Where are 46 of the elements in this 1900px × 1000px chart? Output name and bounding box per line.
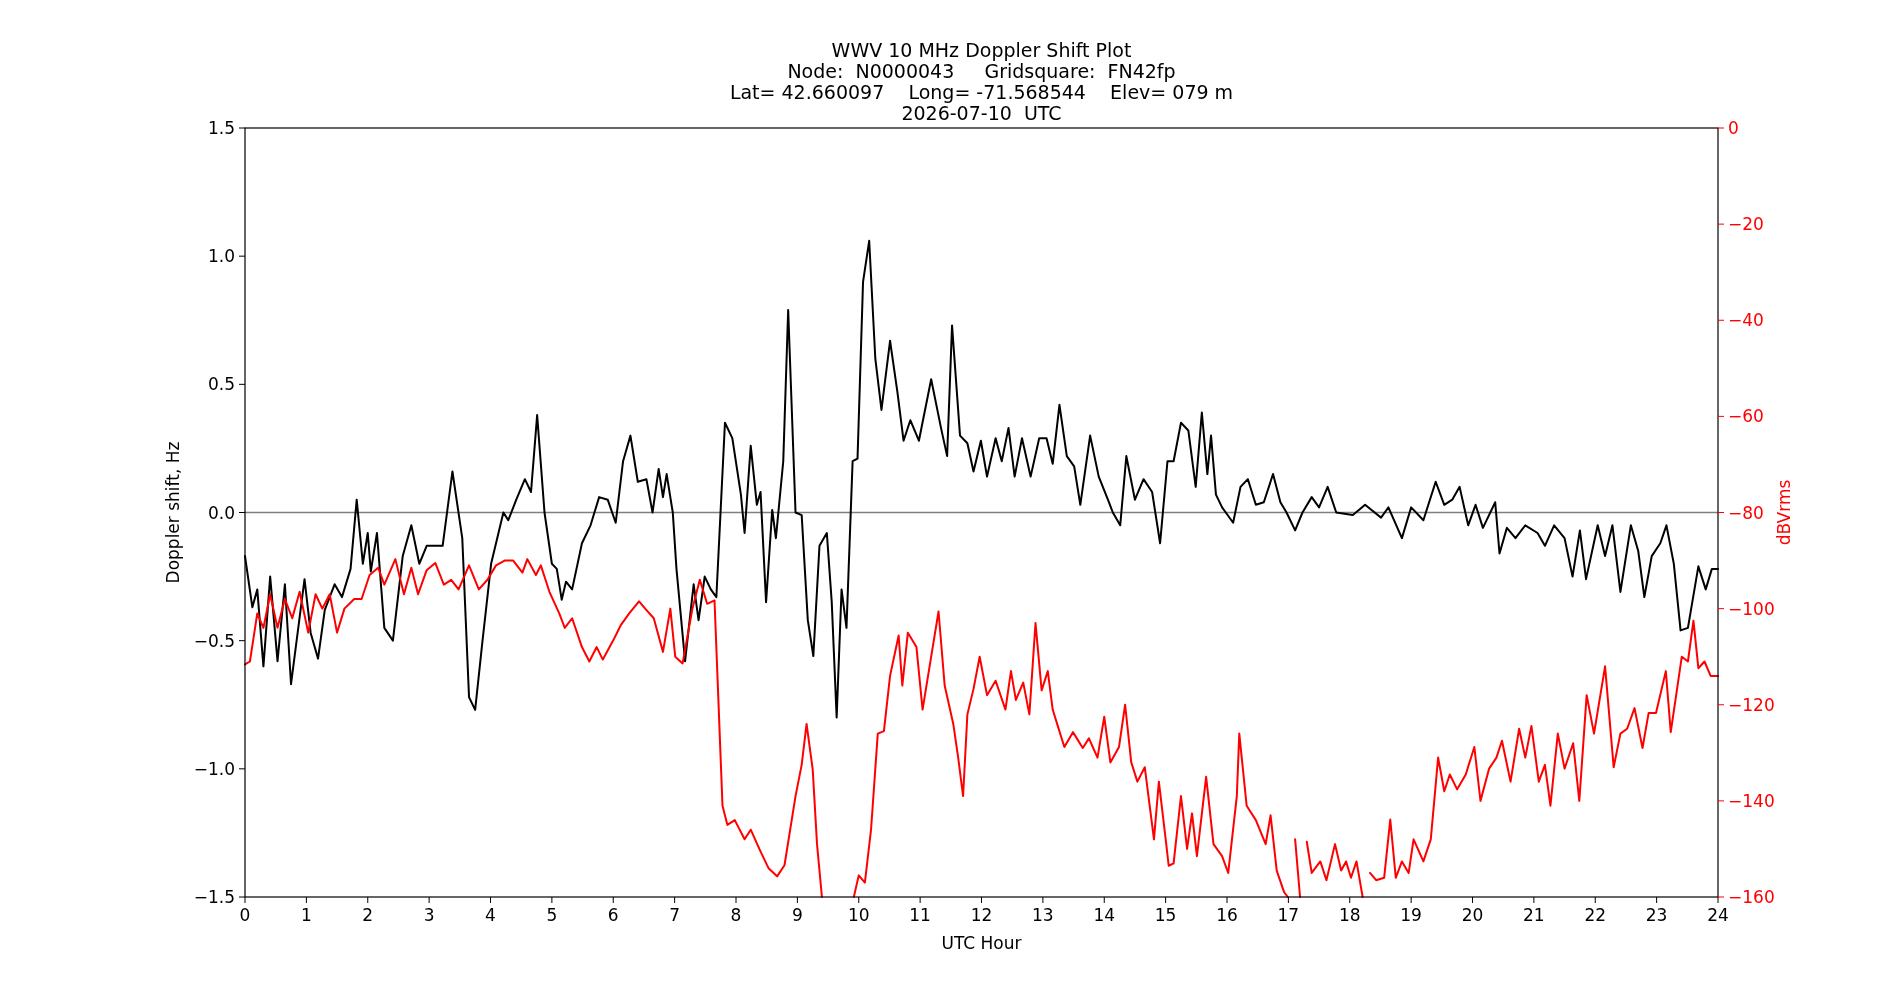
x-tick-label: 0: [239, 905, 251, 925]
y-tick-label: 0.5: [207, 374, 235, 395]
x-tick-label: 19: [1400, 905, 1422, 925]
x-tick-label: 23: [1645, 905, 1668, 925]
x-tick-label: 15: [1154, 905, 1177, 925]
x-tick-label: 21: [1523, 905, 1545, 925]
x-tick-label: 16: [1216, 905, 1238, 925]
x-tick-label: 20: [1461, 905, 1484, 925]
y2-tick-label: −60: [1728, 406, 1764, 427]
y2-tick-label: −160: [1728, 887, 1775, 907]
x-tick-label: 6: [607, 905, 619, 925]
x-axis-title: UTC Hour: [941, 933, 1022, 953]
y2-tick-label: −80: [1728, 502, 1764, 523]
x-tick-label: 2: [362, 905, 374, 925]
y-tick-label: 1.0: [207, 246, 235, 267]
x-tick-label: 22: [1584, 905, 1607, 925]
x-tick-label: 10: [847, 905, 870, 925]
x-tick-label: 5: [546, 905, 558, 925]
y-tick-label: −1.0: [193, 758, 235, 779]
x-tick-label: 12: [970, 905, 993, 925]
y2-tick-label: 0: [1728, 118, 1739, 138]
x-tick-label: 11: [909, 905, 931, 925]
x-tick-label: 1: [300, 905, 312, 925]
x-tick-label: 14: [1093, 905, 1116, 925]
x-tick-label: 18: [1338, 905, 1361, 925]
x-tick-label: 17: [1277, 905, 1300, 925]
x-tick-label: 13: [1032, 905, 1054, 925]
y-tick-label: 0.0: [207, 502, 235, 523]
y-tick-label: −0.5: [193, 630, 235, 651]
y-tick-label: −1.5: [193, 887, 235, 907]
x-tick-label: 8: [730, 905, 742, 925]
y2-tick-label: −120: [1728, 694, 1775, 715]
x-tick-label: 4: [485, 905, 496, 925]
x-tick-label: 3: [423, 905, 435, 925]
y2-axis-title: dBVrms: [1774, 479, 1794, 546]
y2-tick-label: −140: [1728, 790, 1775, 811]
chart-title: WWV 10 MHz Doppler Shift Plot: [831, 39, 1132, 61]
y2-tick-label: −20: [1728, 214, 1764, 235]
x-tick-label: 9: [791, 905, 803, 925]
y-axis-title: Doppler shift, Hz: [163, 441, 183, 584]
y2-tick-label: −100: [1728, 598, 1775, 619]
x-tick-label: 7: [669, 905, 681, 925]
y2-tick-label: −40: [1728, 310, 1764, 331]
chart-subtitle: Node: N0000043 Gridsquare: FN42fp Lat= 42.660097 Long= -71.568544 Elev= 079 m 2026-07-10 UTC: [729, 60, 1234, 124]
y-tick-label: 1.5: [207, 118, 235, 138]
x-tick-label: 24: [1707, 905, 1729, 925]
